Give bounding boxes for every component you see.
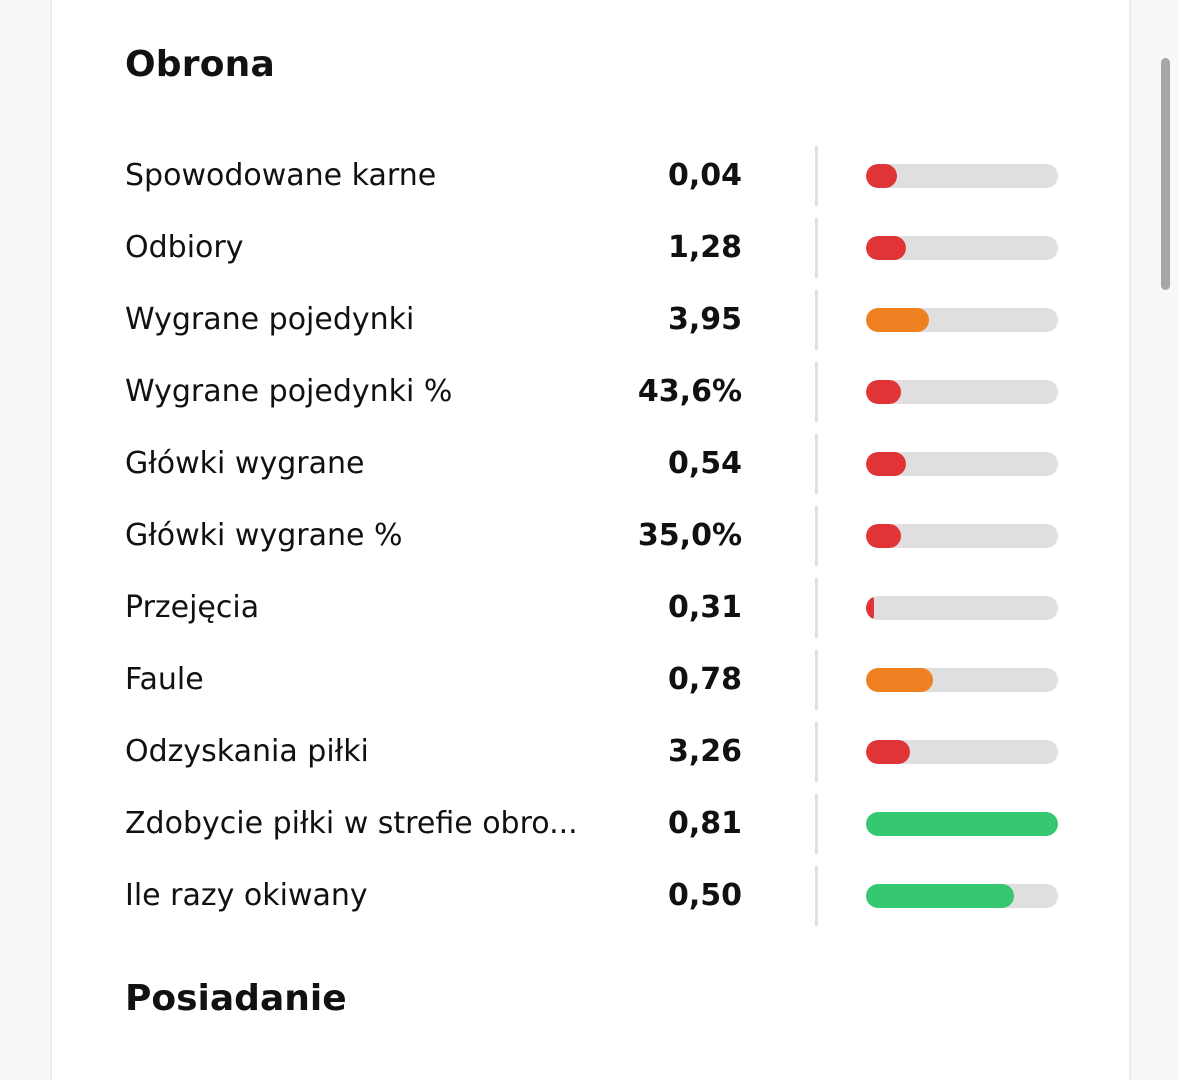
stat-row: Ile razy okiwany 0,50 bbox=[52, 866, 1129, 926]
stat-label: Przejęcia bbox=[125, 590, 260, 625]
stat-bar bbox=[866, 380, 1058, 404]
stat-bar-fill bbox=[866, 524, 901, 548]
stat-value: 0,04 bbox=[667, 158, 742, 193]
stat-value: 35,0% bbox=[637, 518, 742, 553]
divider bbox=[815, 722, 818, 782]
stat-label: Ile razy okiwany bbox=[125, 878, 368, 913]
stat-label: Wygrane pojedynki bbox=[125, 302, 415, 337]
stat-bar-fill bbox=[866, 668, 934, 692]
stat-label: Zdobycie piłki w strefie obro... bbox=[125, 806, 578, 841]
stat-value: 0,31 bbox=[667, 590, 742, 625]
stat-label: Główki wygrane % bbox=[125, 518, 403, 553]
divider bbox=[815, 506, 818, 566]
divider bbox=[815, 146, 818, 206]
stat-bar bbox=[866, 740, 1058, 764]
stat-value: 3,26 bbox=[667, 734, 742, 769]
stat-bar bbox=[866, 524, 1058, 548]
divider bbox=[815, 434, 818, 494]
divider bbox=[815, 794, 818, 854]
stat-value: 0,54 bbox=[667, 446, 742, 481]
stat-row: Wygrane pojedynki % 43,6% bbox=[52, 362, 1129, 422]
stat-row: Odzyskania piłki 3,26 bbox=[52, 722, 1129, 782]
stat-label: Odzyskania piłki bbox=[125, 734, 369, 769]
divider bbox=[815, 362, 818, 422]
stat-row: Główki wygrane % 35,0% bbox=[52, 506, 1129, 566]
stat-bar bbox=[866, 164, 1058, 188]
stat-bar-fill bbox=[866, 380, 901, 404]
stat-row: Spowodowane karne 0,04 bbox=[52, 146, 1129, 206]
stat-value: 0,50 bbox=[667, 878, 742, 913]
defense-stats-card: Obrona Spowodowane karne 0,04 Odbiory 1,… bbox=[50, 0, 1131, 1080]
stat-bar-fill bbox=[866, 740, 911, 764]
stat-row: Faule 0,78 bbox=[52, 650, 1129, 710]
stat-bar-fill bbox=[866, 308, 930, 332]
stat-row: Główki wygrane 0,54 bbox=[52, 434, 1129, 494]
stat-value: 43,6% bbox=[637, 374, 742, 409]
stat-bar-fill bbox=[866, 812, 1058, 836]
divider bbox=[815, 578, 818, 638]
stat-row: Zdobycie piłki w strefie obro... 0,81 bbox=[52, 794, 1129, 854]
scrollbar[interactable] bbox=[1161, 58, 1170, 290]
stat-label: Faule bbox=[125, 662, 204, 697]
stat-label: Wygrane pojedynki % bbox=[125, 374, 453, 409]
stat-bar bbox=[866, 884, 1058, 908]
divider bbox=[815, 290, 818, 350]
stat-bar bbox=[866, 236, 1058, 260]
stat-bar bbox=[866, 812, 1058, 836]
divider bbox=[815, 866, 818, 926]
stat-row: Przejęcia 0,31 bbox=[52, 578, 1129, 638]
divider bbox=[815, 650, 818, 710]
divider bbox=[815, 218, 818, 278]
stat-row: Odbiory 1,28 bbox=[52, 218, 1129, 278]
stat-row: Wygrane pojedynki 3,95 bbox=[52, 290, 1129, 350]
stat-value: 0,78 bbox=[667, 662, 742, 697]
stat-bar-fill bbox=[866, 596, 874, 620]
stat-bar-fill bbox=[866, 236, 907, 260]
stat-bar bbox=[866, 668, 1058, 692]
stat-label: Spowodowane karne bbox=[125, 158, 437, 193]
stat-value: 3,95 bbox=[667, 302, 742, 337]
stat-value: 1,28 bbox=[667, 230, 742, 265]
stat-bar bbox=[866, 452, 1058, 476]
stat-bar-fill bbox=[866, 164, 897, 188]
stat-bar-fill bbox=[866, 884, 1014, 908]
stat-bar bbox=[866, 596, 1058, 620]
stat-label: Główki wygrane bbox=[125, 446, 365, 481]
next-section-title: Posiadanie bbox=[125, 978, 347, 1019]
stat-bar-fill bbox=[866, 452, 907, 476]
stat-label: Odbiory bbox=[125, 230, 244, 265]
section-title: Obrona bbox=[125, 44, 275, 85]
stat-value: 0,81 bbox=[667, 806, 742, 841]
stat-bar bbox=[866, 308, 1058, 332]
